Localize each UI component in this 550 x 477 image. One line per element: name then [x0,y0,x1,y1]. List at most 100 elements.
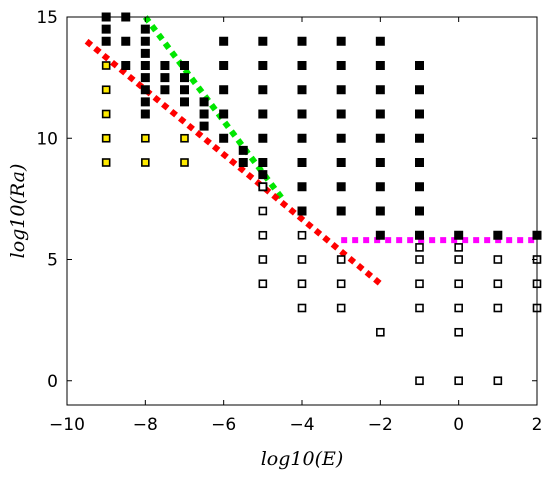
filled-square-point [415,158,424,167]
yellow-square-point [141,158,150,167]
filled-square-point [219,133,229,143]
filled-square-point [297,158,307,167]
yellow-square-point [141,133,150,143]
filled-square-point [160,85,170,95]
yellow-square-point [180,133,189,143]
y-tick-label: 15 [36,8,58,28]
filled-square-point [297,36,307,46]
open-square-point [297,303,307,313]
reference-lines-layer [84,15,537,287]
open-square-point [336,279,346,289]
filled-square-point [297,133,307,143]
open-square-point [258,206,268,216]
x-tick-label: −8 [133,415,158,435]
y-axis-label: log10(Ra) [7,164,29,259]
open-square-point [336,255,346,264]
filled-square-point [375,61,385,70]
open-square-point [415,255,424,264]
data-points-layer [101,12,542,386]
filled-square-point [238,145,248,155]
filled-square-point [297,61,307,70]
filled-square-point [415,85,424,95]
filled-square-point [219,109,229,119]
filled-square-point [258,133,268,143]
filled-square-point [101,36,111,46]
filled-square-point [160,61,170,70]
filled-square-point [160,73,170,83]
filled-square-point [140,97,150,107]
filled-square-point [199,121,209,131]
x-tick-label: −2 [368,415,393,435]
filled-square-point [375,206,385,216]
filled-square-point [180,85,189,95]
open-square-point [454,376,463,386]
filled-square-point [375,36,385,46]
yellow-square-point [101,158,111,167]
yellow-square-point [101,61,111,70]
open-square-point [415,303,424,313]
filled-square-point [297,182,307,192]
yellow-square-point [101,133,111,143]
filled-square-point [415,109,424,119]
filled-square-point [121,36,131,46]
open-square-point [454,255,463,264]
yellow-square-point [101,109,111,119]
x-axis-label: log10(E) [261,448,344,470]
filled-square-point [375,158,385,167]
open-square-point [454,279,463,289]
filled-square-point [336,36,346,46]
filled-square-point [258,158,268,167]
y-tick-label: 0 [47,372,58,392]
open-square-point [493,376,503,386]
green-reference-line [142,15,285,201]
filled-square-point [238,158,248,167]
filled-square-point [375,230,385,240]
filled-square-point [199,97,209,107]
filled-square-point [140,61,150,70]
filled-square-point [140,36,150,46]
y-tick-label: 5 [47,251,58,271]
filled-square-point [180,73,189,83]
open-square-point [258,182,268,192]
open-square-point [258,279,268,289]
open-square-point [493,255,503,264]
open-square-point [493,303,503,313]
open-square-point [336,303,346,313]
filled-square-point [336,85,346,95]
filled-square-point [258,36,268,46]
filled-square-point [140,48,150,58]
filled-square-point [454,230,464,240]
open-square-point [454,303,463,313]
filled-square-point [258,85,268,95]
filled-square-point [297,85,307,95]
open-square-point [415,376,424,386]
filled-square-point [375,133,385,143]
x-tick-label: 2 [532,415,543,435]
filled-square-point [101,24,111,34]
filled-square-point [297,109,307,119]
filled-square-point [219,85,229,95]
open-square-point [297,255,307,264]
x-tick-label: −6 [211,415,236,435]
filled-square-point [180,97,189,107]
filled-square-point [199,109,209,119]
filled-square-point [415,230,424,240]
open-square-point [415,243,424,252]
filled-square-point [375,85,385,95]
filled-square-point [375,109,385,119]
filled-square-point [258,61,268,70]
filled-square-point [297,206,307,216]
filled-square-point [375,182,385,192]
open-square-point [258,230,268,240]
filled-square-point [415,206,424,216]
filled-square-point [219,36,229,46]
filled-square-point [140,24,150,34]
filled-square-point [336,182,346,192]
filled-square-point [140,73,150,83]
filled-square-point [415,133,424,143]
filled-square-point [336,158,346,167]
open-square-point [297,279,307,289]
open-square-point [493,279,503,289]
